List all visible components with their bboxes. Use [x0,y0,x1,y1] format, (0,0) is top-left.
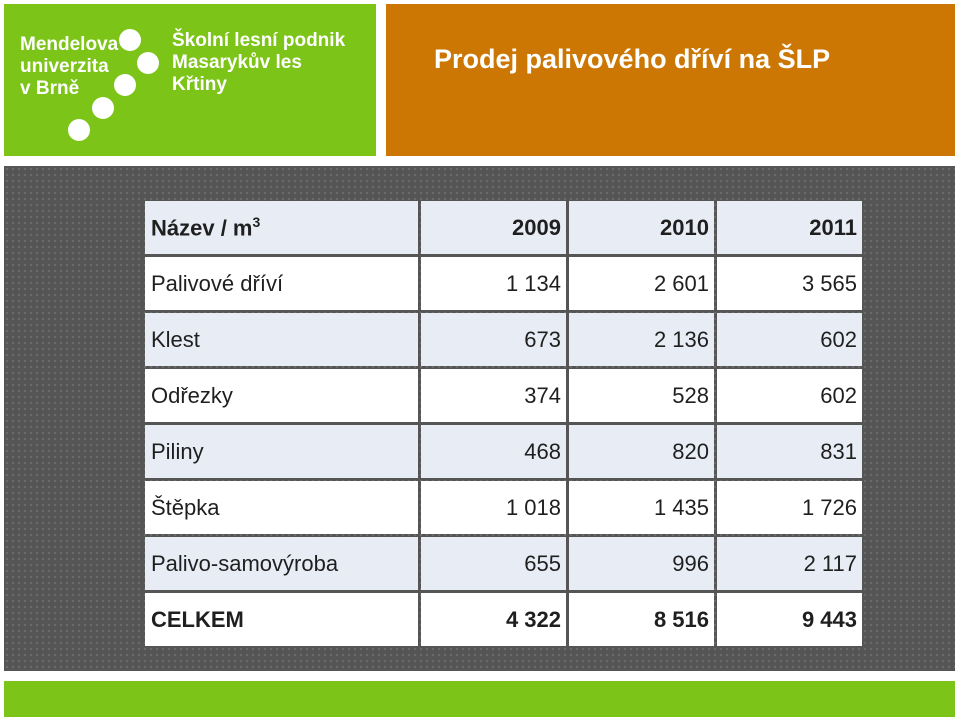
value-cell: 820 [569,425,714,478]
row-name-cell: Piliny [145,425,418,478]
forest-line-2: Masarykův les [172,52,302,73]
row-name-cell: Odřezky [145,369,418,422]
value-cell: 673 [421,313,566,366]
header-year-cell: 2010 [569,201,714,254]
value-cell: 2 601 [569,257,714,310]
value-cell: 528 [569,369,714,422]
value-cell: 374 [421,369,566,422]
total-value-cell: 4 322 [421,593,566,646]
value-cell: 2 117 [717,537,862,590]
table-row: Klest 673 2 136 602 [145,313,862,366]
value-cell: 468 [421,425,566,478]
value-cell: 1 435 [569,481,714,534]
row-name-cell: Klest [145,313,418,366]
total-value-cell: 8 516 [569,593,714,646]
forest-enterprise-name: Školní lesní podnik Masarykův les Křtiny [172,30,345,96]
table-row: Palivové dříví 1 134 2 601 3 565 [145,257,862,310]
forest-line-1: Školní lesní podnik [172,30,346,51]
header-year-cell: 2011 [717,201,862,254]
table-row: Odřezky 374 528 602 [145,369,862,422]
slide-title: Prodej palivového dříví na ŠLP [434,44,831,74]
sales-table: Název / m3 2009 2010 2011 Palivové dříví… [142,198,865,649]
table-row: Štěpka 1 018 1 435 1 726 [145,481,862,534]
university-line-2: univerzita [20,56,109,77]
header-name-label: Název / m [151,215,253,241]
value-cell: 1 018 [421,481,566,534]
row-name-cell: Palivo-samovýroba [145,537,418,590]
row-name-cell: Štěpka [145,481,418,534]
header-year-cell: 2009 [421,201,566,254]
logo-dots-graphic [68,29,159,141]
header-unit-superscript: 3 [252,213,261,230]
value-cell: 602 [717,369,862,422]
forest-line-3: Křtiny [172,74,227,95]
value-cell: 831 [717,425,862,478]
header-name-cell: Název / m3 [145,201,418,254]
value-cell: 2 136 [569,313,714,366]
total-value-cell: 9 443 [717,593,862,646]
value-cell: 1 726 [717,481,862,534]
total-name-cell: CELKEM [145,593,418,646]
value-cell: 3 565 [717,257,862,310]
footer-bar [4,681,955,717]
university-name: Mendelova univerzita v Brně [20,34,118,100]
table-total-row: CELKEM 4 322 8 516 9 443 [145,593,862,646]
value-cell: 655 [421,537,566,590]
table-row: Palivo-samovýroba 655 996 2 117 [145,537,862,590]
table-row: Piliny 468 820 831 [145,425,862,478]
university-line-1: Mendelova [20,34,119,55]
table-header-row: Název / m3 2009 2010 2011 [145,201,862,254]
value-cell: 996 [569,537,714,590]
value-cell: 602 [717,313,862,366]
logo-banner: Mendelova univerzita v Brně Školní lesní… [4,4,376,156]
row-name-cell: Palivové dříví [145,257,418,310]
university-line-3: v Brně [20,78,80,99]
title-banner: Prodej palivového dříví na ŠLP [386,4,955,156]
value-cell: 1 134 [421,257,566,310]
